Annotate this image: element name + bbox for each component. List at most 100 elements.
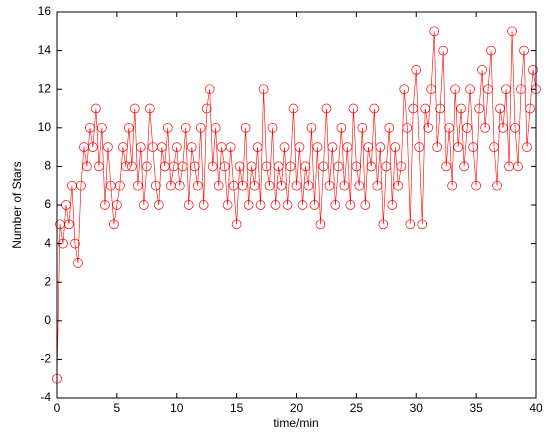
data-point bbox=[462, 122, 472, 133]
data-point bbox=[297, 200, 308, 210]
data-point bbox=[528, 65, 538, 75]
data-point bbox=[330, 200, 341, 210]
data-point bbox=[279, 142, 290, 152]
data-point bbox=[489, 142, 499, 152]
data-point bbox=[456, 103, 467, 114]
y-tick-label: 16 bbox=[38, 4, 52, 18]
data-point bbox=[342, 142, 353, 152]
data-point bbox=[285, 161, 296, 172]
data-point bbox=[225, 142, 236, 152]
data-point bbox=[378, 219, 389, 230]
data-point bbox=[369, 103, 380, 114]
data-point bbox=[249, 180, 260, 191]
data-point bbox=[327, 142, 338, 152]
x-tick-label: 5 bbox=[114, 401, 121, 415]
data-point bbox=[429, 26, 440, 37]
data-point bbox=[85, 122, 95, 133]
data-point bbox=[210, 122, 221, 133]
data-point bbox=[195, 122, 206, 133]
data-point bbox=[339, 180, 350, 191]
data-point bbox=[156, 142, 167, 152]
data-point bbox=[498, 122, 508, 133]
data-point bbox=[100, 200, 110, 210]
y-tick-label: 8 bbox=[44, 159, 51, 173]
data-point bbox=[222, 200, 233, 210]
data-point bbox=[141, 161, 152, 172]
data-point bbox=[237, 180, 248, 191]
data-point bbox=[507, 26, 517, 37]
data-point bbox=[318, 161, 329, 172]
data-point bbox=[291, 180, 302, 191]
data-point bbox=[144, 103, 155, 114]
data-point bbox=[387, 200, 398, 210]
data-point bbox=[189, 161, 200, 172]
data-point bbox=[402, 122, 413, 133]
data-point bbox=[441, 161, 452, 172]
data-point bbox=[432, 142, 443, 152]
data-point bbox=[483, 84, 493, 95]
data-point bbox=[112, 200, 122, 210]
data-point bbox=[121, 161, 131, 172]
data-point bbox=[174, 180, 185, 191]
data-point bbox=[303, 180, 314, 191]
data-point bbox=[103, 142, 113, 152]
data-point bbox=[183, 200, 194, 210]
data-point bbox=[288, 103, 299, 114]
data-point bbox=[135, 142, 146, 152]
data-point bbox=[447, 180, 458, 191]
y-tick-label: 2 bbox=[44, 274, 51, 288]
data-point bbox=[309, 200, 320, 210]
data-point bbox=[264, 180, 275, 191]
data-line bbox=[56, 31, 537, 379]
x-tick-label: 30 bbox=[410, 401, 424, 415]
x-axis-label: time/min bbox=[273, 416, 318, 430]
x-tick-label: 0 bbox=[54, 401, 61, 415]
data-point bbox=[270, 200, 281, 210]
data-point bbox=[471, 180, 481, 191]
y-tick-label: -4 bbox=[40, 390, 51, 404]
data-point bbox=[88, 142, 98, 152]
data-point bbox=[240, 122, 251, 133]
data-point bbox=[444, 122, 455, 133]
y-axis-label: Number of Stars bbox=[10, 161, 24, 248]
data-point bbox=[426, 84, 437, 95]
data-point bbox=[522, 142, 532, 152]
y-tick-label: 0 bbox=[44, 313, 51, 327]
data-point bbox=[405, 219, 416, 230]
data-point bbox=[312, 142, 323, 152]
y-tick-label: 6 bbox=[44, 197, 51, 211]
data-point bbox=[396, 161, 407, 172]
data-point bbox=[366, 161, 377, 172]
data-point bbox=[399, 84, 410, 95]
data-point bbox=[204, 84, 215, 95]
data-point bbox=[435, 103, 446, 114]
data-point bbox=[162, 122, 173, 133]
data-point bbox=[109, 219, 119, 230]
data-point bbox=[348, 103, 359, 114]
data-point bbox=[321, 103, 332, 114]
data-point bbox=[357, 122, 368, 133]
data-point bbox=[468, 142, 478, 152]
x-tick-label: 15 bbox=[230, 401, 244, 415]
data-point bbox=[177, 161, 188, 172]
data-point bbox=[354, 180, 365, 191]
data-point bbox=[372, 180, 383, 191]
data-point bbox=[94, 161, 104, 172]
data-point bbox=[261, 161, 272, 172]
data-point bbox=[492, 180, 502, 191]
data-point bbox=[64, 219, 74, 230]
y-tick-label: 4 bbox=[44, 236, 51, 250]
data-point bbox=[267, 122, 278, 133]
data-point bbox=[495, 103, 505, 114]
data-point bbox=[519, 45, 529, 56]
data-point bbox=[450, 84, 461, 95]
data-point bbox=[201, 103, 212, 114]
data-point bbox=[97, 122, 107, 133]
data-point bbox=[129, 103, 140, 114]
data-point bbox=[306, 122, 317, 133]
data-point bbox=[132, 180, 143, 191]
data-point bbox=[70, 238, 80, 249]
data-point bbox=[465, 84, 475, 95]
